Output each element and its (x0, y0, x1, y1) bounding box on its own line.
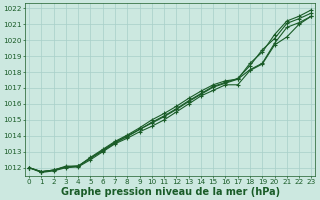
X-axis label: Graphe pression niveau de la mer (hPa): Graphe pression niveau de la mer (hPa) (61, 187, 280, 197)
